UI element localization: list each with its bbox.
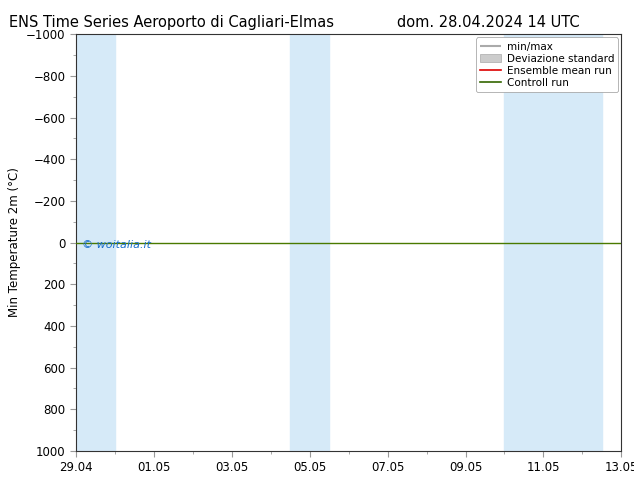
Text: dom. 28.04.2024 14 UTC: dom. 28.04.2024 14 UTC: [397, 15, 579, 30]
Bar: [505, 34, 543, 451]
Text: ENS Time Series Aeroporto di Cagliari-Elmas: ENS Time Series Aeroporto di Cagliari-El…: [9, 15, 333, 30]
Text: © woitalia.it: © woitalia.it: [82, 241, 150, 250]
Bar: [543, 34, 602, 451]
Legend: min/max, Deviazione standard, Ensemble mean run, Controll run: min/max, Deviazione standard, Ensemble m…: [476, 37, 618, 92]
Bar: [76, 34, 115, 451]
Bar: [290, 34, 329, 451]
Y-axis label: Min Temperature 2m (°C): Min Temperature 2m (°C): [8, 168, 21, 318]
